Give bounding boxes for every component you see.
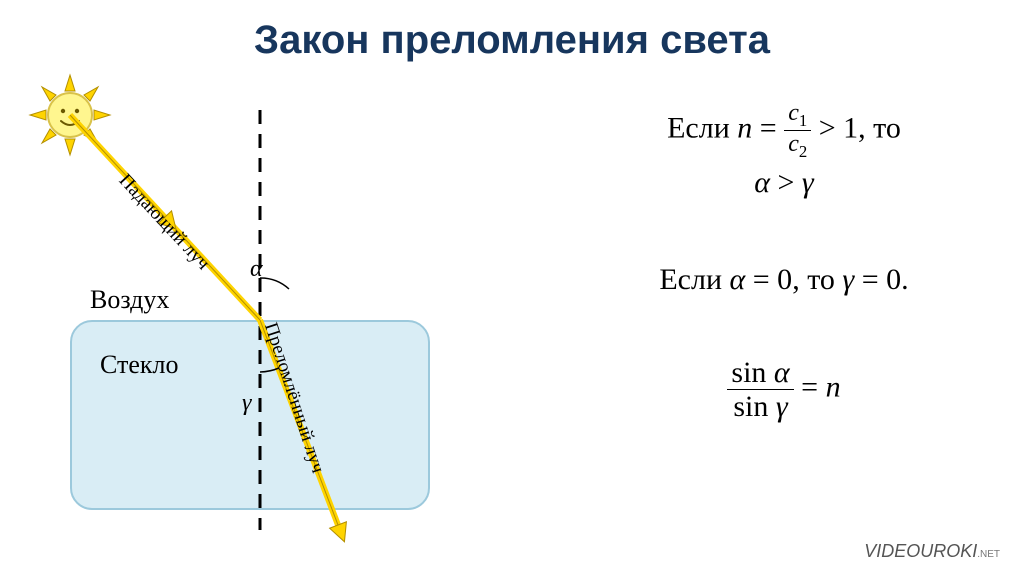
refraction-diagram: Воздух Стекло bbox=[0, 70, 520, 570]
text: = 0. bbox=[854, 263, 908, 296]
text: > 1 bbox=[811, 112, 858, 145]
var-gamma: γ bbox=[776, 390, 788, 423]
page-title: Закон преломления света bbox=[254, 18, 770, 63]
var-alpha: α bbox=[774, 356, 790, 389]
diagram-svg bbox=[0, 70, 520, 570]
watermark-brand: VIDEOUROKI bbox=[864, 541, 977, 561]
text: > bbox=[770, 166, 802, 199]
text: = 0 bbox=[745, 263, 792, 296]
var-n: n bbox=[826, 370, 841, 403]
var-c: c bbox=[788, 131, 799, 157]
text: Если bbox=[659, 263, 729, 296]
var-n: n bbox=[737, 112, 752, 145]
text: , то bbox=[858, 112, 901, 145]
text: , то bbox=[792, 263, 842, 296]
fraction-snell: sin α sin γ bbox=[727, 356, 793, 423]
var-c: c bbox=[788, 100, 799, 126]
fraction-c1c2: c1c2 bbox=[784, 100, 811, 162]
watermark-suffix: .NET bbox=[977, 549, 1000, 560]
formula-snell: sin α sin γ = n bbox=[594, 356, 974, 423]
var-gamma: γ bbox=[842, 263, 854, 296]
text: Если bbox=[667, 112, 737, 145]
alpha-angle-label: α bbox=[250, 256, 263, 283]
alpha-arc bbox=[260, 278, 289, 289]
formulas-panel: Если n = c1c2 > 1, то α > γ Если α = 0, … bbox=[594, 100, 974, 478]
watermark: VIDEOUROKI.NET bbox=[864, 541, 1000, 562]
sub-2: 2 bbox=[799, 142, 807, 161]
sub-1: 1 bbox=[799, 111, 807, 130]
formula-condition-2: Если α = 0, то γ = 0. bbox=[594, 259, 974, 301]
text: = bbox=[752, 112, 784, 145]
formula-condition-1: Если n = c1c2 > 1, то α > γ bbox=[594, 100, 974, 204]
var-alpha: α bbox=[754, 166, 770, 199]
sin-text: sin bbox=[733, 390, 776, 423]
var-alpha: α bbox=[730, 263, 746, 296]
text: = bbox=[794, 370, 826, 403]
var-gamma: γ bbox=[802, 166, 814, 199]
sin-text: sin bbox=[731, 356, 774, 389]
gamma-angle-label: γ bbox=[242, 390, 251, 417]
